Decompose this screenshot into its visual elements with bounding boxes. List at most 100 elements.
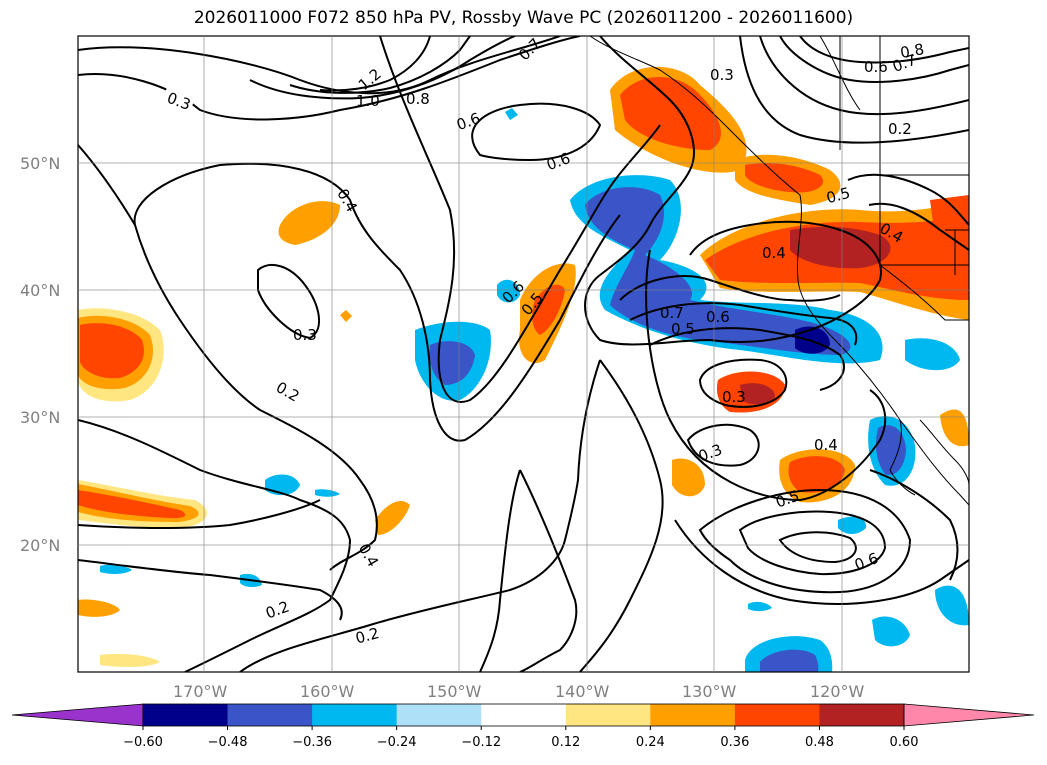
pv-contour-line <box>738 510 887 576</box>
anomaly-fill <box>78 490 186 519</box>
anomaly-fill <box>429 341 475 385</box>
colorbar-segment <box>227 704 313 726</box>
contour-label: 0.6 <box>706 308 730 326</box>
contour-label: 0.7 <box>660 304 684 322</box>
colorbar-tick-label: −0.60 <box>123 735 163 750</box>
colorbar-tick-label: −0.36 <box>292 735 332 750</box>
coastline-path <box>589 36 969 506</box>
contour-label: 0.8 <box>406 90 430 108</box>
pv-contour-line <box>249 36 516 100</box>
pv-contour-line <box>78 559 343 621</box>
pv-contour-line <box>78 419 352 672</box>
pv-contour-line <box>133 162 621 442</box>
anomaly-fill <box>585 187 851 355</box>
anomaly-fill <box>532 284 565 335</box>
anomaly-fill <box>278 201 340 245</box>
colorbar-frame <box>142 703 905 727</box>
anomaly-fill <box>905 338 960 371</box>
lat-tick-label: 30°N <box>20 408 60 427</box>
contour-label: 0.4 <box>762 244 786 262</box>
anomaly-fill <box>505 108 518 120</box>
colorbar: −0.60 −0.48 −0.36 −0.24 −0.12 0.12 0.24 0.36 0.4… <box>11 703 1035 750</box>
lon-tick-label: 160°W <box>300 682 355 701</box>
lon-tick-label: 170°W <box>173 682 228 701</box>
pv-contour-line <box>759 36 969 116</box>
anomaly-fill <box>872 616 910 647</box>
pv-anomaly-shading <box>78 66 969 672</box>
contour-label: 0.7 <box>515 35 545 65</box>
anomaly-fill <box>935 585 969 626</box>
pv-contour-line <box>78 499 321 530</box>
contour-label: 0.5 <box>824 184 852 208</box>
contour-label: 0.5 <box>671 320 695 338</box>
pv-contour-line <box>319 36 431 92</box>
colorbar-segment <box>565 704 651 726</box>
lat-tick-label: 20°N <box>20 536 60 555</box>
contour-label: 0.3 <box>293 326 317 344</box>
colorbar-segment <box>481 704 567 726</box>
colorbar-segment <box>396 704 482 726</box>
colorbar-segment <box>312 704 398 726</box>
anomaly-fill <box>760 649 819 672</box>
colorbar-ticks: −0.60 −0.48 −0.36 −0.24 −0.12 0.12 0.24 0.36 0.4… <box>123 726 918 750</box>
colorbar-tick-label: −0.48 <box>208 735 248 750</box>
contour-label: 0.3 <box>722 388 746 406</box>
colorbar-tick-label: 0.24 <box>636 735 665 750</box>
colorbar-tick-label: 0.48 <box>805 735 834 750</box>
pv-contour-line <box>239 359 601 672</box>
anomaly-fill <box>497 279 520 303</box>
lon-tick-label: 150°W <box>427 682 482 701</box>
lon-tick-label: 130°W <box>682 682 737 701</box>
anomaly-fill <box>100 564 132 575</box>
contour-labels: 0.3 1.2 1.0 0.8 0.7 0.6 0.6 0.4 0.3 0.2 … <box>160 35 926 648</box>
anomaly-fill <box>340 310 352 322</box>
pv-contour-line <box>257 264 321 340</box>
colorbar-tick-label: −0.12 <box>461 735 501 750</box>
anomaly-fill <box>100 653 160 667</box>
anomaly-fill <box>748 601 772 612</box>
pv-contour-line <box>584 36 882 346</box>
colorbar-tick-label: 0.36 <box>720 735 749 750</box>
anomaly-fill <box>940 409 969 447</box>
pv-contour-line <box>289 36 471 94</box>
pv-contour-line <box>519 469 578 672</box>
anomaly-fill <box>620 76 721 150</box>
lon-tick-label: 120°W <box>810 682 865 701</box>
colorbar-extension-left <box>11 703 144 727</box>
colorbar-segments <box>11 703 1035 727</box>
pv-contour-line <box>479 469 521 672</box>
contour-label: 0.2 <box>263 597 292 622</box>
contour-label: 0.2 <box>273 378 303 406</box>
anomaly-fill <box>790 226 891 269</box>
coastline-path <box>919 419 969 486</box>
gridlines <box>78 36 969 672</box>
pv-contour-line <box>799 36 969 64</box>
contour-label: 0.6 <box>852 549 881 574</box>
anomaly-fill <box>78 599 120 617</box>
coastline-path <box>945 229 969 275</box>
contour-label: 0.8 <box>899 40 926 62</box>
pv-contour-line <box>674 519 969 605</box>
contour-label: 1.0 <box>356 92 380 110</box>
map-frame <box>77 35 970 673</box>
lat-tick-label: 50°N <box>20 154 60 173</box>
anomaly-fill <box>265 474 300 496</box>
pv-contour-line <box>698 488 912 594</box>
lat-tick-label: 40°N <box>20 281 60 300</box>
contour-label: 0.6 <box>864 58 888 76</box>
anomaly-fill <box>672 458 705 497</box>
colorbar-segment <box>819 704 905 726</box>
lat-tick-labels: 50°N 40°N 30°N 20°N <box>20 154 60 555</box>
pv-contour-line <box>739 36 969 144</box>
colorbar-segment <box>734 704 820 726</box>
contour-label: 0.6 <box>454 109 483 134</box>
contour-label: 0.2 <box>888 120 912 138</box>
anomaly-fill <box>80 323 144 379</box>
pv-contour-line <box>686 423 760 467</box>
pv-contour-line <box>869 469 959 581</box>
colorbar-extension-right <box>903 703 1035 727</box>
pv-contour-line <box>779 36 969 83</box>
pv-contour-line <box>698 358 788 408</box>
coastline-path <box>889 419 916 496</box>
